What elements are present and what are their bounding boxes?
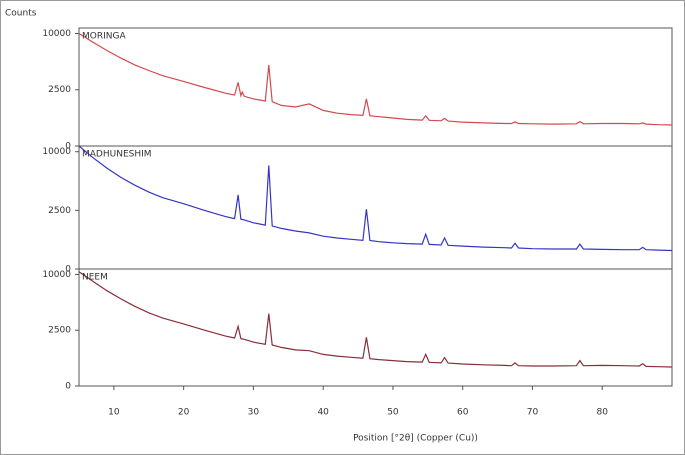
xrd-line — [78, 32, 673, 126]
x-tick-label: 20 — [178, 408, 190, 418]
x-tick-label: 30 — [248, 408, 260, 418]
series-label: MORINGA — [82, 32, 126, 42]
y-tick-label: 0 — [65, 142, 71, 152]
y-tick-label: 0 — [65, 265, 71, 275]
x-tick-label: 10 — [108, 408, 120, 418]
series-label: MADHUNESHIM — [82, 150, 152, 160]
y-tick-label: 2500 — [48, 326, 71, 336]
xrd-line — [78, 145, 673, 252]
y-tick-label: 10000 — [42, 270, 71, 280]
x-tick-label: 80 — [597, 408, 609, 418]
y-tick-label: 10000 — [42, 147, 71, 157]
y-tick-label: 10000 — [42, 29, 71, 39]
xrd-line — [78, 271, 673, 368]
x-tick-label: 50 — [387, 408, 399, 418]
y-tick-label: 2500 — [48, 206, 71, 216]
panel-frame — [78, 268, 673, 387]
x-tick-label: 60 — [457, 408, 469, 418]
x-tick-label: 40 — [317, 408, 329, 418]
series-label: NEEM — [82, 273, 108, 283]
x-axis-label: Position [°2θ] (Copper (Cu)) — [353, 434, 478, 444]
y-tick-label: 0 — [65, 382, 71, 392]
y-tick-label: 2500 — [48, 85, 71, 95]
panel-frame — [78, 145, 673, 270]
panel-frame — [78, 27, 673, 147]
y-axis-label: Counts — [5, 9, 37, 19]
x-tick-label: 70 — [527, 408, 539, 418]
